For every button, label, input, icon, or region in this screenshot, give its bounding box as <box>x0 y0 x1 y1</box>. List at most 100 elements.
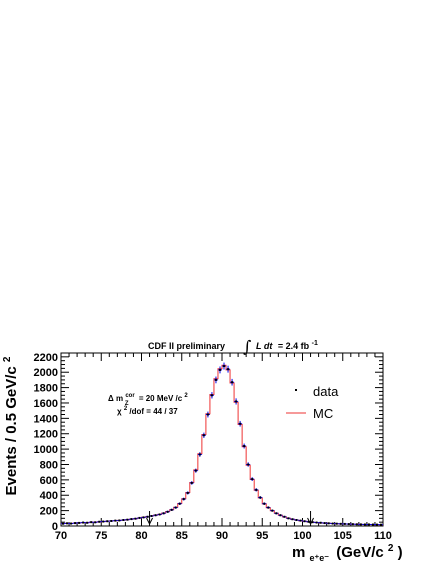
plot-frame <box>60 352 384 527</box>
data-marker <box>138 516 141 519</box>
mass-shift-annotation: Δ m cor Z = 20 MeV /c 2 <box>108 390 188 407</box>
data-point <box>326 522 331 525</box>
data-point <box>169 508 174 511</box>
data-marker <box>66 522 69 525</box>
legend-mc-label: MC <box>313 406 333 421</box>
x-tick-label: 105 <box>334 530 352 542</box>
data-point <box>165 510 170 513</box>
data-point <box>250 477 255 481</box>
data-marker <box>154 514 157 517</box>
data-marker <box>315 521 318 524</box>
data-marker <box>275 512 278 515</box>
data-marker <box>182 498 185 501</box>
data-marker <box>106 520 109 523</box>
data-marker <box>243 445 246 448</box>
data-point <box>137 516 142 519</box>
data-marker <box>259 496 262 499</box>
y-tick-label: 1800 <box>34 383 58 395</box>
data-marker <box>110 520 113 523</box>
data-marker <box>327 522 330 525</box>
fit-window-arrows <box>146 511 314 526</box>
y-tick-label: 600 <box>40 475 58 487</box>
data-point <box>290 518 295 521</box>
data-point <box>201 432 206 438</box>
x-axis-title: m e⁺e⁻ (GeV/c 2 ) <box>292 538 403 564</box>
data-marker <box>178 502 181 505</box>
data-point <box>117 519 122 522</box>
xlabel-units: (GeV/c <box>336 544 384 561</box>
data-marker <box>223 365 226 368</box>
data-marker <box>279 514 282 517</box>
xlabel-units-sup: 2 <box>388 543 394 554</box>
data-marker <box>206 413 209 416</box>
data-point <box>262 502 267 506</box>
data-point <box>153 514 158 517</box>
data-point <box>185 491 190 495</box>
y-tick-label: 1200 <box>34 429 58 441</box>
data-marker <box>190 481 193 484</box>
data-point <box>294 519 299 522</box>
data-point <box>270 509 275 512</box>
data-marker <box>227 368 230 371</box>
experiment-label: CDF II preliminary <box>148 341 225 351</box>
data-point <box>209 392 214 399</box>
data-marker <box>62 522 65 525</box>
data-marker <box>363 523 366 526</box>
data-marker <box>74 522 77 525</box>
data-marker <box>263 502 266 505</box>
data-point <box>226 365 231 373</box>
ann1-suffix: = 20 MeV /c <box>139 394 183 403</box>
data-point <box>181 497 186 501</box>
data-point <box>133 517 138 520</box>
data-marker <box>311 521 314 524</box>
data-marker <box>186 491 189 494</box>
data-marker <box>343 522 346 525</box>
data-point <box>61 522 66 525</box>
data-point <box>230 378 235 386</box>
data-marker <box>86 521 89 524</box>
data-marker <box>291 518 294 521</box>
data-point <box>286 517 291 520</box>
data-point <box>121 519 126 522</box>
data-marker <box>379 523 382 526</box>
data-marker <box>102 520 105 523</box>
x-tick-label: 75 <box>95 530 107 542</box>
data-point <box>85 521 90 524</box>
data-marker <box>194 469 197 472</box>
data-marker <box>170 508 173 511</box>
y-tick-label: 400 <box>40 490 58 502</box>
data-marker <box>355 523 358 526</box>
data-point <box>125 518 130 521</box>
data-point <box>149 515 154 518</box>
data-point <box>378 523 383 526</box>
data-point <box>334 522 339 525</box>
data-point <box>193 468 198 473</box>
ann1-sup: cor <box>125 393 135 399</box>
data-point <box>145 515 150 518</box>
y-tick-label: 1600 <box>34 398 58 410</box>
lumi-sup: -1 <box>312 340 318 347</box>
y-tick-label: 2200 <box>34 352 58 364</box>
data-point <box>238 420 243 427</box>
data-point <box>362 523 367 526</box>
data-marker <box>142 516 145 519</box>
data-marker <box>235 400 238 403</box>
data-point <box>189 481 194 485</box>
data-marker <box>231 381 234 384</box>
data-point <box>342 522 347 525</box>
data-marker <box>114 519 117 522</box>
axes: 0 200 400 600 800 1000 1200 1400 1600 1800 2000 220… <box>34 352 392 542</box>
data-point <box>97 520 102 523</box>
ann1-prefix: Δ m <box>108 394 123 403</box>
y-tick-label: 0 <box>52 521 58 533</box>
data-marker <box>339 522 342 525</box>
data-point <box>354 523 359 526</box>
data-point <box>322 522 327 525</box>
data-point <box>266 506 271 509</box>
data-marker <box>331 522 334 525</box>
data-point <box>77 521 82 524</box>
data-points <box>61 362 383 526</box>
data-marker <box>323 522 326 525</box>
data-point <box>173 506 178 509</box>
